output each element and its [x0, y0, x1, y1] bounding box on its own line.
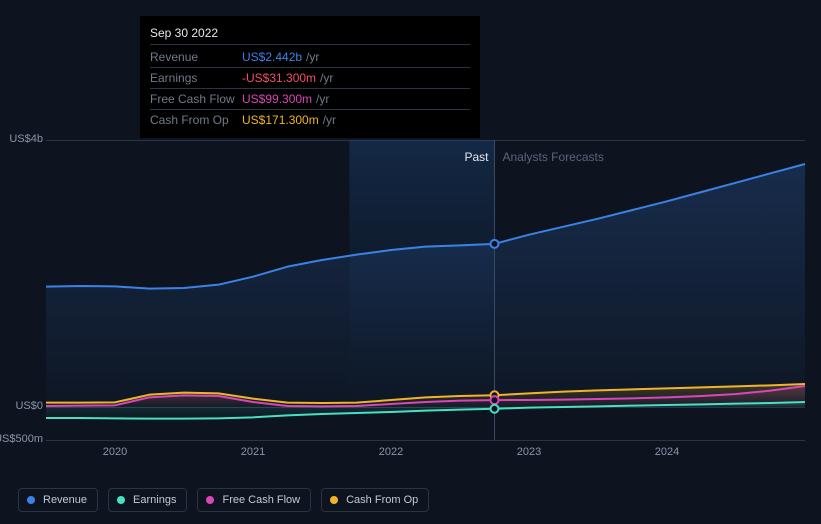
chart-legend: Revenue Earnings Free Cash Flow Cash From O… — [18, 488, 429, 512]
tooltip-row-unit: /yr — [323, 113, 336, 127]
tooltip-row: Free Cash FlowUS$99.300m/yr — [150, 89, 470, 110]
tooltip-row-label: Earnings — [150, 71, 242, 85]
legend-item-cash-from-op[interactable]: Cash From Op — [321, 488, 429, 512]
legend-item-free-cash-flow[interactable]: Free Cash Flow — [197, 488, 311, 512]
legend-label: Revenue — [43, 494, 87, 506]
legend-label: Earnings — [133, 494, 176, 506]
x-axis-label: 2024 — [655, 446, 679, 458]
tooltip-row-value: US$99.300m — [242, 92, 312, 106]
tooltip-row-value: US$171.300m — [242, 113, 319, 127]
forecast-section-label: Analysts Forecasts — [503, 150, 604, 164]
tooltip-row-label: Cash From Op — [150, 113, 242, 127]
tooltip-row: RevenueUS$2.442b/yr — [150, 47, 470, 68]
tooltip-row-unit: /yr — [306, 50, 319, 64]
legend-dot-icon — [117, 496, 125, 504]
tooltip-row-unit: /yr — [316, 92, 329, 106]
hover-tooltip: Sep 30 2022 RevenueUS$2.442b/yrEarnings-… — [140, 16, 480, 138]
tooltip-date: Sep 30 2022 — [150, 22, 470, 45]
gridline — [46, 440, 805, 441]
tooltip-row-label: Revenue — [150, 50, 242, 64]
x-axis-label: 2020 — [103, 446, 127, 458]
tooltip-row-value: US$2.442b — [242, 50, 302, 64]
legend-label: Free Cash Flow — [222, 494, 300, 506]
legend-dot-icon — [27, 496, 35, 504]
legend-dot-icon — [206, 496, 214, 504]
y-axis-label: -US$500m — [0, 433, 43, 445]
tooltip-row-value: -US$31.300m — [242, 71, 316, 85]
legend-item-revenue[interactable]: Revenue — [18, 488, 98, 512]
legend-dot-icon — [330, 496, 338, 504]
tooltip-row-label: Free Cash Flow — [150, 92, 242, 106]
financials-chart: US$4bUS$0-US$500m Past Analysts Forecast… — [16, 120, 805, 450]
y-axis-label: US$4b — [0, 133, 43, 145]
past-section-label: Past — [465, 150, 489, 164]
x-axis-label: 2021 — [241, 446, 265, 458]
tooltip-row: Earnings-US$31.300m/yr — [150, 68, 470, 89]
tooltip-row-unit: /yr — [320, 71, 333, 85]
plot-area[interactable] — [46, 140, 805, 440]
legend-label: Cash From Op — [346, 494, 418, 506]
legend-item-earnings[interactable]: Earnings — [108, 488, 187, 512]
y-axis-label: US$0 — [0, 400, 43, 412]
x-axis-label: 2022 — [379, 446, 403, 458]
tooltip-row: Cash From OpUS$171.300m/yr — [150, 110, 470, 130]
x-axis-label: 2023 — [517, 446, 541, 458]
